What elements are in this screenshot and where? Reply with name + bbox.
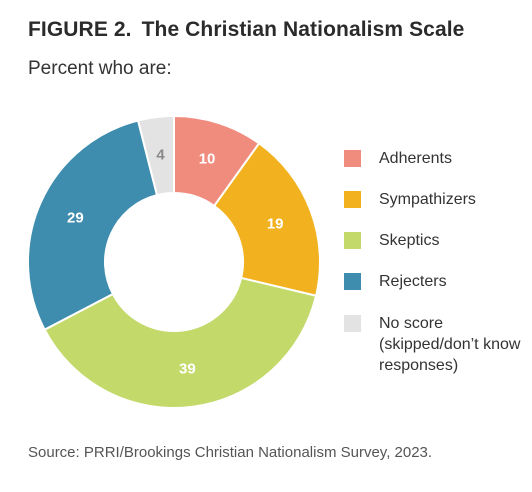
- figure-subtitle: Percent who are:: [28, 58, 172, 79]
- legend-swatch-rejecters: [344, 273, 361, 290]
- figure-title-text: The Christian Nationalism Scale: [141, 18, 465, 41]
- legend-swatch-skeptics: [344, 232, 361, 249]
- donut-slice-sympathizers: [212, 141, 321, 297]
- legend-label-rejecters: Rejecters: [379, 273, 447, 290]
- slice-value-label-sympathizers: 19: [267, 216, 284, 233]
- slice-value-label-adherents: 10: [199, 151, 216, 168]
- figure-number: FIGURE 2.: [28, 18, 132, 41]
- source-note: Source: PRRI/Brookings Christian Nationa…: [28, 444, 433, 461]
- figure-title: FIGURE 2. The Christian Nationalism Scale: [28, 18, 464, 42]
- legend-label-sympathizers: Sympathizers: [379, 191, 476, 208]
- donut-slices: [27, 114, 321, 409]
- donut-slice-no-score: [136, 114, 175, 197]
- legend-swatch-no-score: [344, 315, 361, 332]
- legend-item-rejecters: Rejecters: [344, 273, 447, 292]
- legend-label-adherents: Adherents: [379, 150, 452, 167]
- legend-item-no-score: No score (skipped/don’t know responses): [344, 315, 529, 376]
- donut-slice-rejecters: [27, 119, 159, 332]
- slice-value-label-skeptics: 39: [179, 361, 196, 378]
- donut-slice-labels: 10 19 39 29 4: [67, 146, 283, 377]
- legend-item-adherents: Adherents: [344, 150, 452, 169]
- legend-swatch-sympathizers: [344, 191, 361, 208]
- legend-label-skeptics: Skeptics: [379, 232, 440, 249]
- donut-slice-skeptics: [43, 276, 318, 409]
- legend-item-sympathizers: Sympathizers: [344, 191, 476, 210]
- legend-label-no-score: No score (skipped/don’t know responses): [379, 315, 521, 374]
- legend-swatch-adherents: [344, 150, 361, 167]
- slice-value-label-no-score: 4: [156, 146, 165, 163]
- legend-item-skeptics: Skeptics: [344, 232, 439, 251]
- slice-value-label-rejecters: 29: [67, 209, 84, 226]
